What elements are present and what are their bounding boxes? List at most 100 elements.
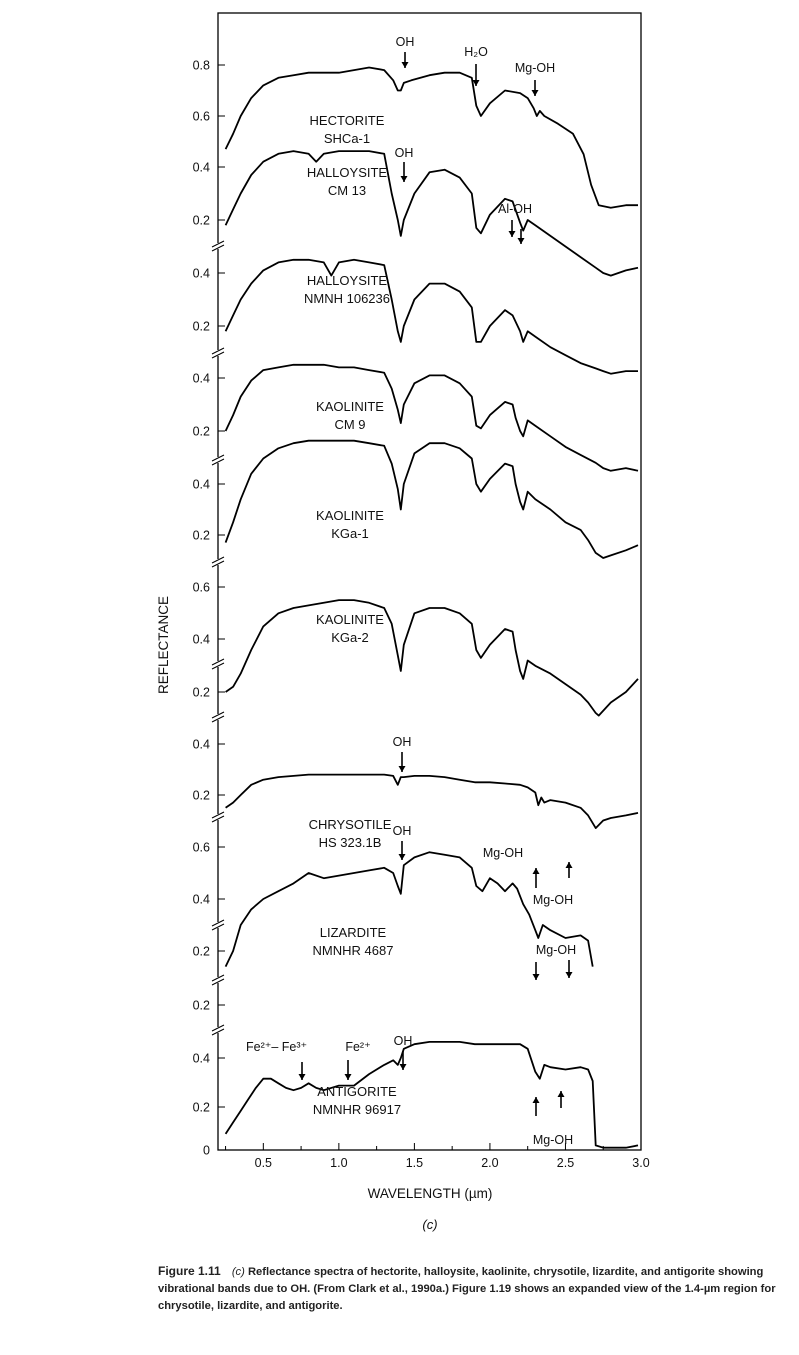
y-axis-label: REFLECTANCE — [156, 596, 171, 694]
axis-breaks — [211, 240, 225, 1036]
annotation-arrow-head — [517, 238, 525, 244]
y-tick-label: 0.2 — [193, 789, 210, 803]
y-tick-label: 0.6 — [193, 110, 210, 124]
band-annotation-label: OH — [395, 146, 414, 160]
band-annotation-label: OH — [393, 735, 412, 749]
annotation-arrow-head — [508, 231, 516, 237]
y-tick-label: 0.4 — [193, 161, 210, 175]
axis-break-gap — [212, 922, 224, 928]
axis-break-mark — [211, 715, 225, 723]
axis-break-gap — [212, 814, 224, 820]
caption-text: Reflectance spectra of hectorite, halloy… — [158, 1266, 776, 1312]
series-label-line: KAOLINITE — [316, 399, 384, 414]
axis-break-mark — [211, 662, 225, 670]
series-label-line: KAOLINITE — [316, 612, 384, 627]
series-label-line: KAOLINITE — [316, 508, 384, 523]
y-tick-label: 0.2 — [193, 425, 210, 439]
series-label-line: HALLOYSITE — [307, 273, 388, 288]
x-tick-label: 2.5 — [557, 1156, 574, 1170]
axis-break-mark — [211, 351, 225, 359]
y-tick-label: 0.4 — [193, 1052, 210, 1066]
x-tick-label: 1.0 — [330, 1156, 347, 1170]
axis-break-gap — [212, 559, 224, 565]
band-annotation-label: Fe²⁺– Fe³⁺ — [246, 1040, 307, 1054]
annotation-arrow-head — [298, 1074, 306, 1080]
y-tick-label: 0.8 — [193, 59, 210, 73]
annotation-arrow-head — [531, 90, 539, 96]
annotation-arrow-head — [400, 176, 408, 182]
figure-caption: Figure 1.11 (c) Reflectance spectra of h… — [158, 1262, 778, 1314]
spectrum-line — [225, 773, 639, 829]
y-tick-label: 0.4 — [193, 633, 210, 647]
axis-break-mark — [211, 1024, 225, 1032]
axis-break-gap — [212, 243, 224, 249]
y-tick-label: 0.2 — [193, 999, 210, 1013]
band-annotation-label: OH — [393, 824, 412, 838]
band-annotation-label: H₂O — [464, 45, 488, 59]
annotation-arrow-head — [399, 1064, 407, 1070]
y-tick-label: 0.6 — [193, 581, 210, 595]
annotation-arrow-head — [398, 766, 406, 772]
y-tick-label: 0.2 — [193, 320, 210, 334]
y-tick-label: 0.2 — [193, 945, 210, 959]
panel-label: (c) — [422, 1217, 437, 1232]
series-label-line: SHCa-1 — [324, 131, 370, 146]
axis-break-gap — [212, 1027, 224, 1033]
axis-break-mark — [211, 458, 225, 466]
y-tick-label: 0.4 — [193, 893, 210, 907]
annotation-arrow-head — [565, 972, 573, 978]
x-tick-label: 1.5 — [406, 1156, 423, 1170]
spectrum-line — [224, 1041, 639, 1149]
band-annotation-label: Al-OH — [498, 202, 532, 216]
series-label-line: NMNHR 4687 — [313, 943, 394, 958]
band-annotation-label: Mg-OH — [515, 61, 555, 75]
annotation-arrow-head — [532, 974, 540, 980]
series-label-line: NMNHR 96917 — [313, 1102, 401, 1117]
series-label-line: CM 9 — [334, 417, 365, 432]
spectrum-line — [224, 258, 638, 375]
axis-break-mark — [211, 347, 225, 355]
axis-break-mark — [211, 923, 225, 931]
series-labels: HECTORITE SHCa-1 HALLOYSITE CM 13 HALLOYSITE… — [304, 113, 401, 1117]
axis-break-mark — [211, 658, 225, 666]
y-tick-label: 0.4 — [193, 372, 210, 386]
band-annotation-label: Mg-OH — [483, 846, 523, 860]
axis-break-mark — [211, 919, 225, 927]
annotation-arrow-head — [401, 62, 409, 68]
spectrum-line — [224, 66, 638, 209]
axis-break-mark — [211, 560, 225, 568]
y-tick-label: 0.4 — [193, 738, 210, 752]
spectra-lines — [224, 66, 639, 1149]
series-label-line: CM 13 — [328, 183, 366, 198]
plot-frame — [217, 12, 642, 1151]
y-tick-label: 0.4 — [193, 478, 210, 492]
axis-break-mark — [211, 815, 225, 823]
axis-break-mark — [211, 556, 225, 564]
y-tick-label: 0.2 — [193, 214, 210, 228]
axis-break-mark — [211, 244, 225, 252]
annotation-arrow-head — [472, 80, 480, 86]
series-label-line: CHRYSOTILE — [309, 817, 392, 832]
band-annotation-label: Mg-OH — [533, 893, 573, 907]
series-label-line: NMNH 106236 — [304, 291, 390, 306]
y-tick-label: 0 — [203, 1144, 210, 1158]
y-axis-ticks: 0.8 0.6 0.4 0.2 0.4 0.2 0.4 0.2 0.4 0.2 0.6 0.4 0.2 0… — [193, 59, 225, 1158]
annotation-arrow-head — [532, 1097, 540, 1103]
x-axis-ticks: 0.5 1.0 1.5 2.0 2.5 3.0 — [225, 1143, 650, 1170]
annotation-arrow-head — [532, 868, 540, 874]
series-label-line: HALLOYSITE — [307, 165, 388, 180]
band-annotations: OH H₂O Mg-OH OH Al-OH OH Mg-OH OH Mg-OH Mg-OH Fe²⁺… — [246, 35, 576, 1147]
band-annotation-label: OH — [396, 35, 415, 49]
caption-figure-number: Figure 1.11 — [158, 1264, 221, 1278]
x-tick-label: 3.0 — [632, 1156, 649, 1170]
y-tick-label: 0.2 — [193, 1101, 210, 1115]
annotation-arrow-head — [565, 862, 573, 868]
axis-break-gap — [212, 457, 224, 463]
spectrum-line — [224, 363, 639, 472]
axis-break-mark — [211, 711, 225, 719]
series-label-line: KGa-1 — [331, 526, 369, 541]
band-annotation-label: OH — [394, 1034, 413, 1048]
x-axis-label: WAVELENGTH (µm) — [368, 1186, 493, 1201]
axis-break-mark — [211, 454, 225, 462]
series-label-line: KGa-2 — [331, 630, 369, 645]
